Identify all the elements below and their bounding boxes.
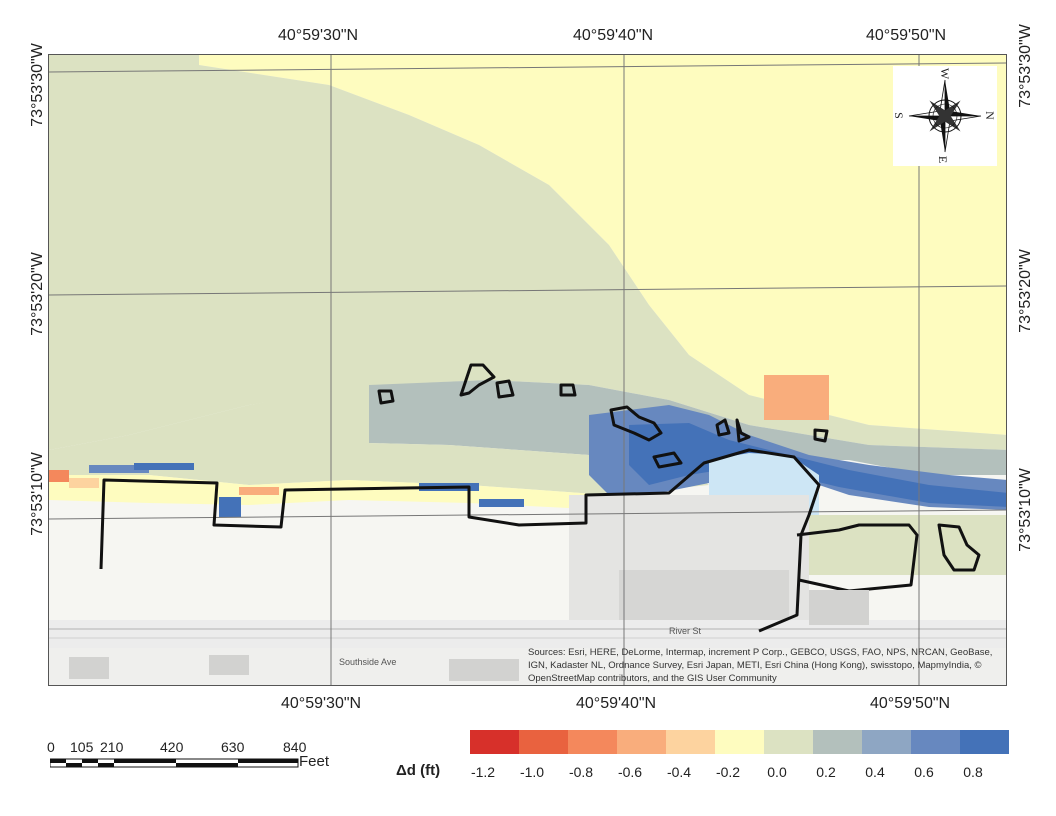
- legend-color-bar: [470, 730, 1009, 754]
- legend-swatch-2: [568, 730, 617, 754]
- compass-e: E: [936, 155, 951, 164]
- legend-swatch-0: [470, 730, 519, 754]
- top-lat-label-3: 40°59'50"N: [866, 27, 947, 44]
- legend-tick-label: 0.2: [816, 764, 836, 780]
- map-attribution: Sources: Esri, HERE, DeLorme, Intermap, …: [528, 647, 993, 684]
- legend-tick-label: -0.4: [666, 764, 692, 780]
- legend-tick-label: -1.0: [519, 764, 545, 780]
- compass-icon: [908, 79, 982, 153]
- legend-tick-label: -0.8: [568, 764, 594, 780]
- map-frame[interactable]: River St Southside Ave: [48, 54, 1007, 686]
- bottom-lat-label-3: 40°59'50"N: [870, 695, 951, 712]
- right-lon-label-1: 73°53'30"W: [1017, 24, 1034, 108]
- left-lon-label-2: 73°53'20"W: [29, 252, 46, 336]
- scale-label-420: 420: [160, 739, 184, 755]
- legend-tick-label: 0.4: [865, 764, 885, 780]
- legend-tick-label: 0.0: [767, 764, 787, 780]
- compass-rose: W E N S: [891, 66, 997, 166]
- legend-swatch-4: [666, 730, 715, 754]
- top-lat-label-2: 40°59'40"N: [573, 27, 654, 44]
- legend-tick-label: 0.8: [963, 764, 983, 780]
- right-lon-label-3: 73°53'10"W: [1017, 468, 1034, 552]
- legend-swatch-7: [813, 730, 862, 754]
- scale-unit: Feet: [299, 753, 330, 770]
- scale-label-105: 105: [70, 739, 94, 755]
- street-label-river-st: River St: [669, 626, 702, 636]
- bottom-lat-label-1: 40°59'30"N: [281, 695, 362, 712]
- legend-swatch-8: [862, 730, 911, 754]
- street-label-southside-ave: Southside Ave: [339, 657, 397, 667]
- scale-bar: [50, 758, 299, 768]
- legend-title: Δd (ft): [396, 762, 441, 779]
- legend-tick-label: -0.6: [617, 764, 643, 780]
- bottom-lat-label-2: 40°59'40"N: [576, 695, 657, 712]
- scale-label-210: 210: [100, 739, 124, 755]
- legend-tick-label: -0.2: [715, 764, 741, 780]
- scale-label-630: 630: [221, 739, 245, 755]
- legend-swatch-1: [519, 730, 568, 754]
- left-lon-label-3: 73°53'10"W: [29, 452, 46, 536]
- legend-swatch-5: [715, 730, 764, 754]
- left-lon-label-1: 73°53'30"W: [29, 43, 46, 127]
- legend-swatch-3: [617, 730, 666, 754]
- right-lon-label-2: 73°53'20"W: [1017, 249, 1034, 333]
- compass-s: S: [891, 112, 906, 119]
- legend-tick-label: 0.6: [914, 764, 934, 780]
- legend-swatch-9: [911, 730, 960, 754]
- map-canvas: [49, 55, 1006, 685]
- compass-n: N: [982, 111, 997, 120]
- legend-tick-label: -1.2: [470, 764, 496, 780]
- scale-label-0: 0: [47, 739, 55, 755]
- legend-swatch-6: [764, 730, 813, 754]
- legend-swatch-10: [960, 730, 1009, 754]
- scale-label-840: 840: [283, 739, 307, 755]
- top-lat-label-1: 40°59'30"N: [278, 27, 359, 44]
- compass-w: W: [938, 67, 953, 80]
